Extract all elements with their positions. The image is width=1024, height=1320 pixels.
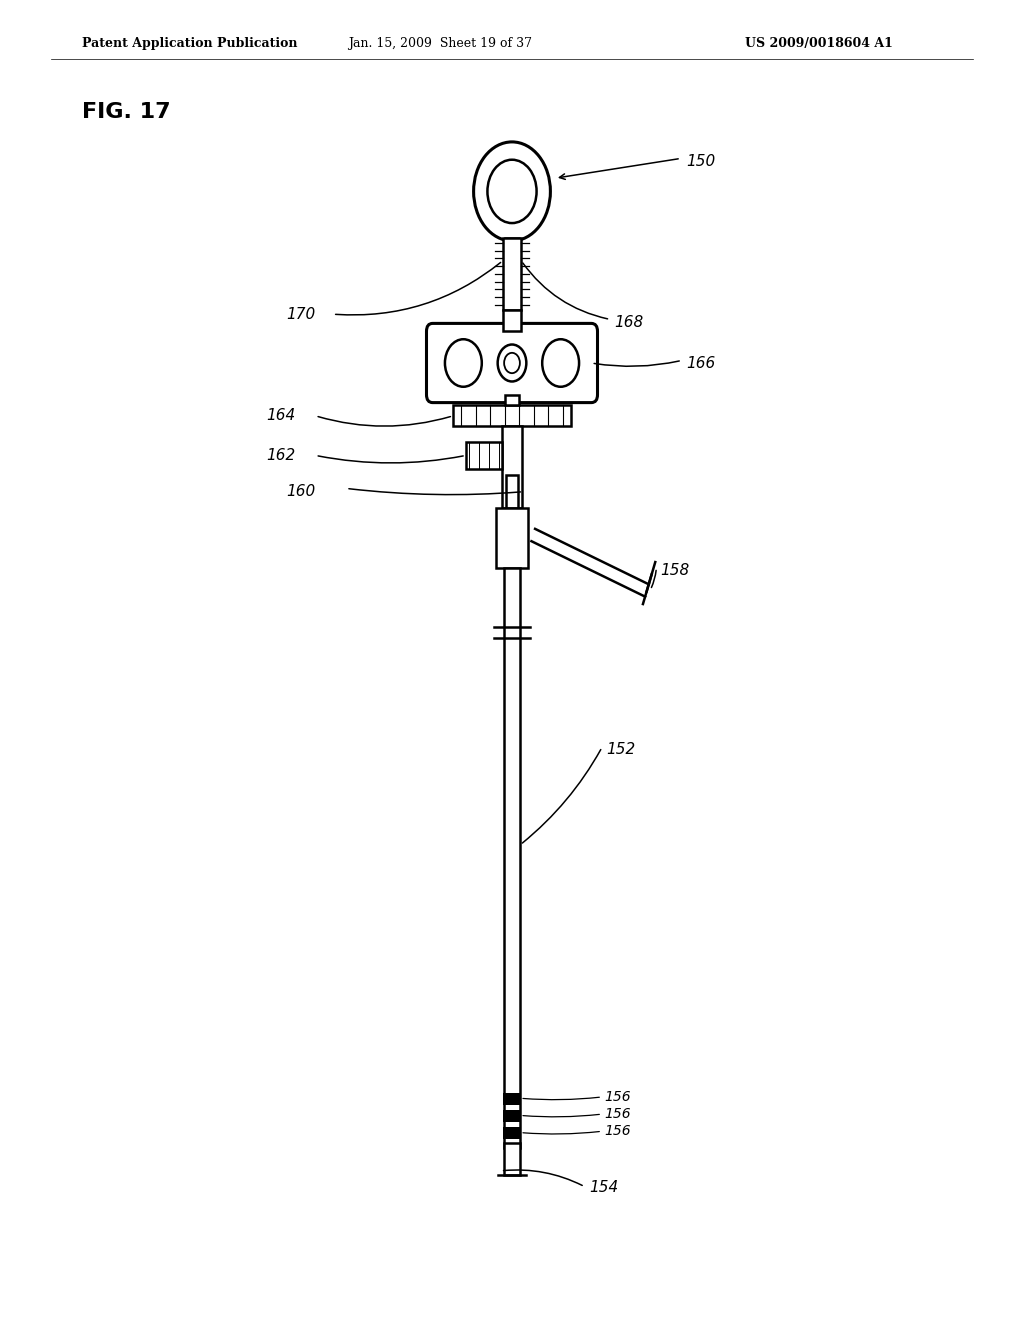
Text: 158: 158 bbox=[660, 562, 690, 578]
Circle shape bbox=[543, 339, 580, 387]
Text: 168: 168 bbox=[614, 314, 644, 330]
Text: Patent Application Publication: Patent Application Publication bbox=[82, 37, 297, 50]
FancyBboxPatch shape bbox=[426, 323, 598, 403]
Text: 156: 156 bbox=[604, 1090, 631, 1104]
Bar bbox=[505, 395, 519, 405]
Bar bbox=[502, 426, 522, 508]
Bar bbox=[503, 310, 521, 331]
Text: 154: 154 bbox=[589, 1180, 618, 1196]
Bar bbox=[503, 1110, 521, 1122]
Text: 164: 164 bbox=[266, 408, 296, 424]
Bar bbox=[504, 1143, 520, 1175]
Bar bbox=[506, 475, 518, 508]
Text: FIG. 17: FIG. 17 bbox=[82, 102, 171, 123]
Bar bbox=[504, 568, 520, 1148]
Bar bbox=[503, 238, 521, 310]
Text: 150: 150 bbox=[686, 153, 716, 169]
Bar bbox=[505, 238, 519, 242]
Text: 156: 156 bbox=[604, 1107, 631, 1121]
Bar bbox=[503, 1127, 521, 1139]
Text: 156: 156 bbox=[604, 1125, 631, 1138]
Bar bbox=[453, 405, 571, 426]
Text: 152: 152 bbox=[606, 742, 636, 758]
Text: Jan. 15, 2009  Sheet 19 of 37: Jan. 15, 2009 Sheet 19 of 37 bbox=[348, 37, 532, 50]
Circle shape bbox=[444, 339, 482, 387]
Bar bbox=[503, 1093, 521, 1105]
Text: 162: 162 bbox=[266, 447, 296, 463]
Bar bbox=[496, 508, 528, 568]
Text: 166: 166 bbox=[686, 355, 716, 371]
Text: US 2009/0018604 A1: US 2009/0018604 A1 bbox=[745, 37, 893, 50]
Circle shape bbox=[498, 345, 526, 381]
Bar bbox=[466, 442, 502, 469]
Text: 170: 170 bbox=[287, 306, 316, 322]
Text: 160: 160 bbox=[287, 483, 316, 499]
